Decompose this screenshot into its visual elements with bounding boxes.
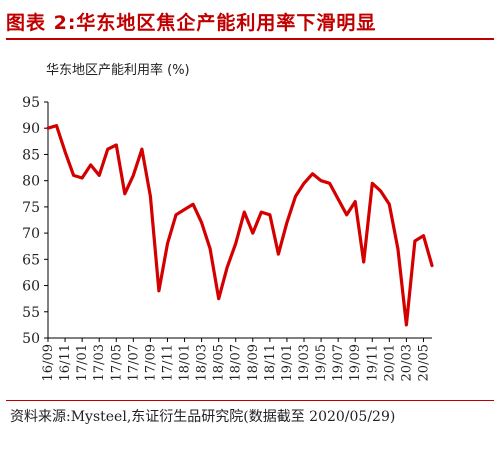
x-tick-label: 18/09 xyxy=(246,344,261,381)
x-axis-ticks: 16/09 16/11 17/01 17/03 17/05 17/07 17/09 17/11… xyxy=(41,338,431,381)
x-tick-label: 16/09 xyxy=(41,344,56,381)
x-tick-label: 20/05 xyxy=(416,344,431,381)
source-note: 资料来源:Mysteel,东证衍生品研究院(数据截至 2020/05/29) xyxy=(10,409,396,425)
y-tick-label: 55 xyxy=(22,305,40,321)
x-tick-label: 18/07 xyxy=(229,344,244,381)
x-tick-label: 19/03 xyxy=(297,344,312,381)
x-tick-label: 19/09 xyxy=(348,344,363,381)
x-tick-label: 19/01 xyxy=(280,344,295,381)
y-tick-label: 50 xyxy=(22,331,40,347)
x-tick-label: 19/11 xyxy=(365,344,380,381)
x-tick-label: 17/01 xyxy=(75,344,90,381)
line-chart: 华东地区产能利用率 (%) 50 55 60 65 70 75 80 85 90 95 16/09… xyxy=(22,62,434,381)
y-tick-label: 65 xyxy=(22,252,40,268)
y-axis-ticks: 50 55 60 65 70 75 80 85 90 95 xyxy=(22,95,48,347)
x-tick-label: 17/05 xyxy=(109,344,124,381)
y-tick-label: 70 xyxy=(22,226,40,242)
y-tick-label: 75 xyxy=(22,200,40,216)
figure-title: 图表 2:华东地区焦企产能利用率下滑明显 xyxy=(6,12,377,34)
footer-divider xyxy=(6,400,494,401)
x-tick-label: 19/05 xyxy=(314,344,329,381)
y-tick-label: 95 xyxy=(22,95,40,111)
x-tick-label: 18/11 xyxy=(263,344,278,381)
y-tick-label: 85 xyxy=(22,147,40,163)
x-tick-label: 17/09 xyxy=(143,344,158,381)
x-tick-label: 20/01 xyxy=(382,344,397,381)
x-tick-label: 18/01 xyxy=(178,344,193,381)
x-tick-label: 18/05 xyxy=(212,344,227,381)
series-line xyxy=(46,124,434,327)
x-tick-label: 20/03 xyxy=(399,344,414,381)
x-tick-label: 18/03 xyxy=(195,344,210,381)
x-tick-label: 16/11 xyxy=(58,344,73,381)
x-tick-label: 19/07 xyxy=(331,344,346,381)
title-divider xyxy=(6,38,494,40)
y-tick-label: 80 xyxy=(22,174,40,190)
x-tick-label: 17/03 xyxy=(92,344,107,381)
y-tick-label: 90 xyxy=(22,121,40,137)
x-tick-label: 17/11 xyxy=(160,344,175,381)
chart-title: 华东地区产能利用率 (%) xyxy=(46,62,190,78)
x-tick-label: 17/07 xyxy=(126,344,141,381)
y-tick-label: 60 xyxy=(22,279,40,295)
